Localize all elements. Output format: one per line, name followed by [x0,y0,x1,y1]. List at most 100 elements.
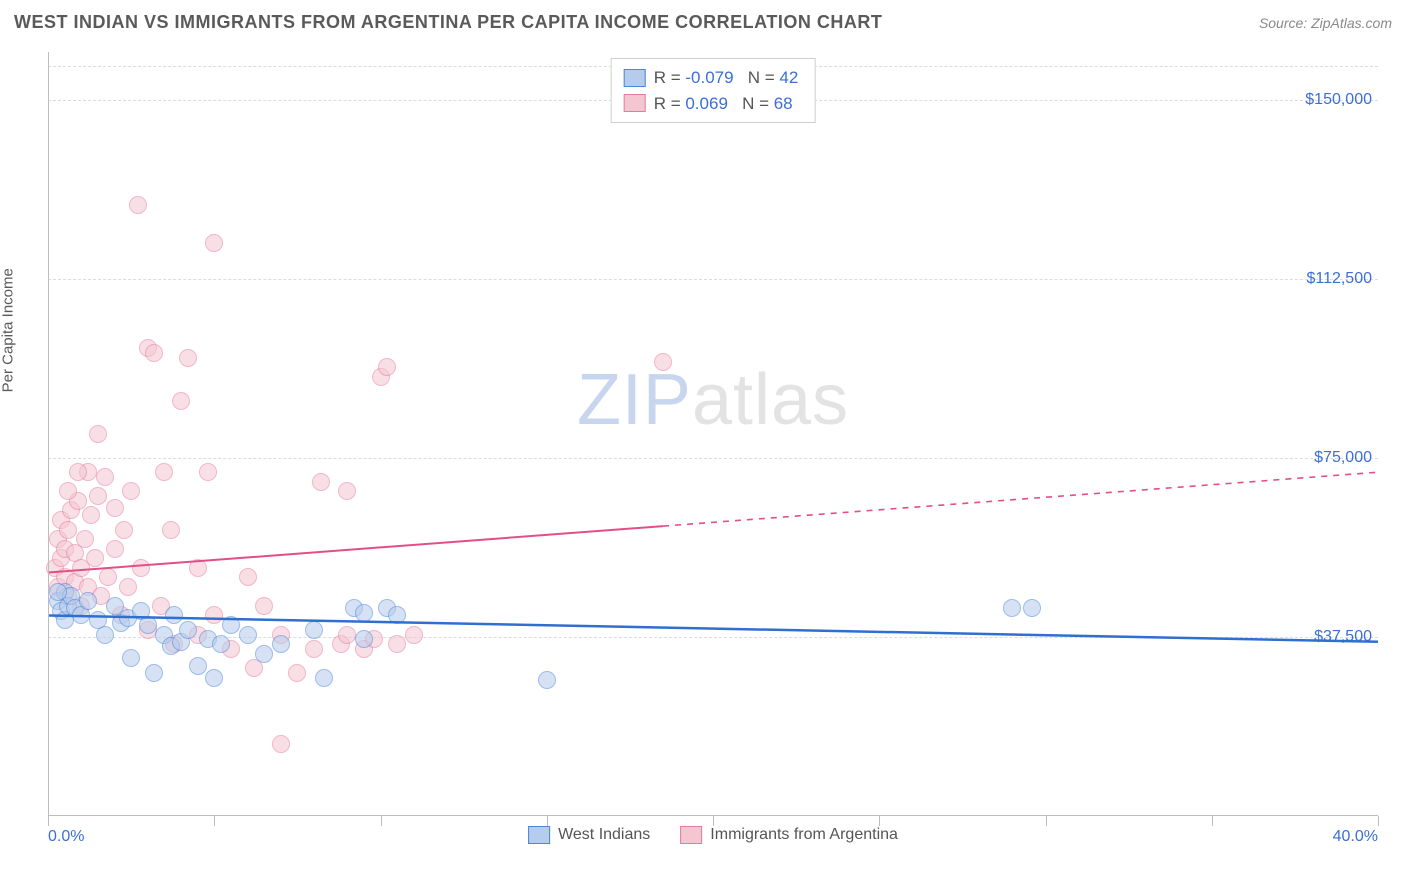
data-point [405,626,423,644]
chart-title: WEST INDIAN VS IMMIGRANTS FROM ARGENTINA… [14,12,882,33]
data-point [145,664,163,682]
data-point [76,530,94,548]
data-point [129,196,147,214]
x-axis-end-label: 40.0% [1333,828,1378,846]
data-point [82,506,100,524]
data-point [205,606,223,624]
legend-swatch [528,826,550,844]
chart-area: ZIPatlas $37,500$75,000$112,500$150,0000… [48,52,1378,842]
data-point [255,597,273,615]
gridline [48,279,1378,280]
data-point [132,559,150,577]
data-point [89,425,107,443]
data-point [189,657,207,675]
y-axis-line [48,52,49,816]
data-point [155,463,173,481]
correlation-legend-row: R = -0.079 N = 42 [624,65,799,91]
data-point [145,344,163,362]
series-legend-item: West Indians [528,826,650,844]
data-point [115,521,133,539]
data-point [179,349,197,367]
data-point [338,482,356,500]
data-point [315,669,333,687]
series-legend: West Indians Immigrants from Argentina [528,826,898,844]
data-point [189,559,207,577]
data-point [205,234,223,252]
series-legend-label: Immigrants from Argentina [710,826,898,844]
y-axis-label: Per Capita Income [0,268,17,392]
x-tick [1046,816,1047,826]
x-tick [547,816,548,826]
data-point [538,671,556,689]
gridline [48,458,1378,459]
correlation-legend-row: R = 0.069 N = 68 [624,91,799,117]
data-point [272,735,290,753]
y-tick-label: $75,000 [1314,449,1372,467]
data-point [1023,599,1041,617]
data-point [305,621,323,639]
data-point [388,606,406,624]
data-point [106,540,124,558]
data-point [59,482,77,500]
x-tick [48,816,49,826]
chart-header: WEST INDIAN VS IMMIGRANTS FROM ARGENTINA… [14,12,1392,33]
data-point [388,635,406,653]
x-tick [1212,816,1213,826]
y-tick-label: $37,500 [1314,628,1372,646]
trend-lines-svg [48,52,1378,842]
data-point [172,392,190,410]
legend-swatch [624,69,646,87]
x-axis-line [48,815,1378,816]
x-tick [1378,816,1379,826]
legend-stats: R = 0.069 N = 68 [654,91,793,117]
data-point [272,635,290,653]
legend-swatch [680,826,702,844]
data-point [139,616,157,634]
data-point [212,635,230,653]
legend-swatch [624,94,646,112]
data-point [89,487,107,505]
x-tick [214,816,215,826]
data-point [165,606,183,624]
chart-source: Source: ZipAtlas.com [1259,15,1392,31]
x-tick [713,816,714,826]
x-tick [879,816,880,826]
scatter-plot: $37,500$75,000$112,500$150,0000.0%40.0% [48,52,1378,842]
y-tick-label: $112,500 [1306,270,1372,288]
data-point [162,521,180,539]
data-point [179,621,197,639]
data-point [222,616,240,634]
data-point [96,468,114,486]
trend-line-dashed [663,472,1378,526]
data-point [239,626,257,644]
data-point [305,640,323,658]
series-legend-item: Immigrants from Argentina [680,826,898,844]
x-tick [381,816,382,826]
series-legend-label: West Indians [558,826,650,844]
data-point [255,645,273,663]
data-point [122,649,140,667]
data-point [654,353,672,371]
legend-stats: R = -0.079 N = 42 [654,65,799,91]
data-point [288,664,306,682]
data-point [355,604,373,622]
data-point [86,549,104,567]
data-point [239,568,257,586]
data-point [205,669,223,687]
data-point [1003,599,1021,617]
data-point [59,521,77,539]
data-point [312,473,330,491]
data-point [199,463,217,481]
x-axis-end-label: 0.0% [48,828,84,846]
data-point [119,578,137,596]
correlation-legend-box: R = -0.079 N = 42R = 0.069 N = 68 [611,58,816,123]
data-point [355,630,373,648]
data-point [122,482,140,500]
y-tick-label: $150,000 [1305,91,1372,109]
data-point [106,499,124,517]
data-point [49,583,67,601]
data-point [69,463,87,481]
data-point [79,592,97,610]
data-point [378,358,396,376]
data-point [99,568,117,586]
